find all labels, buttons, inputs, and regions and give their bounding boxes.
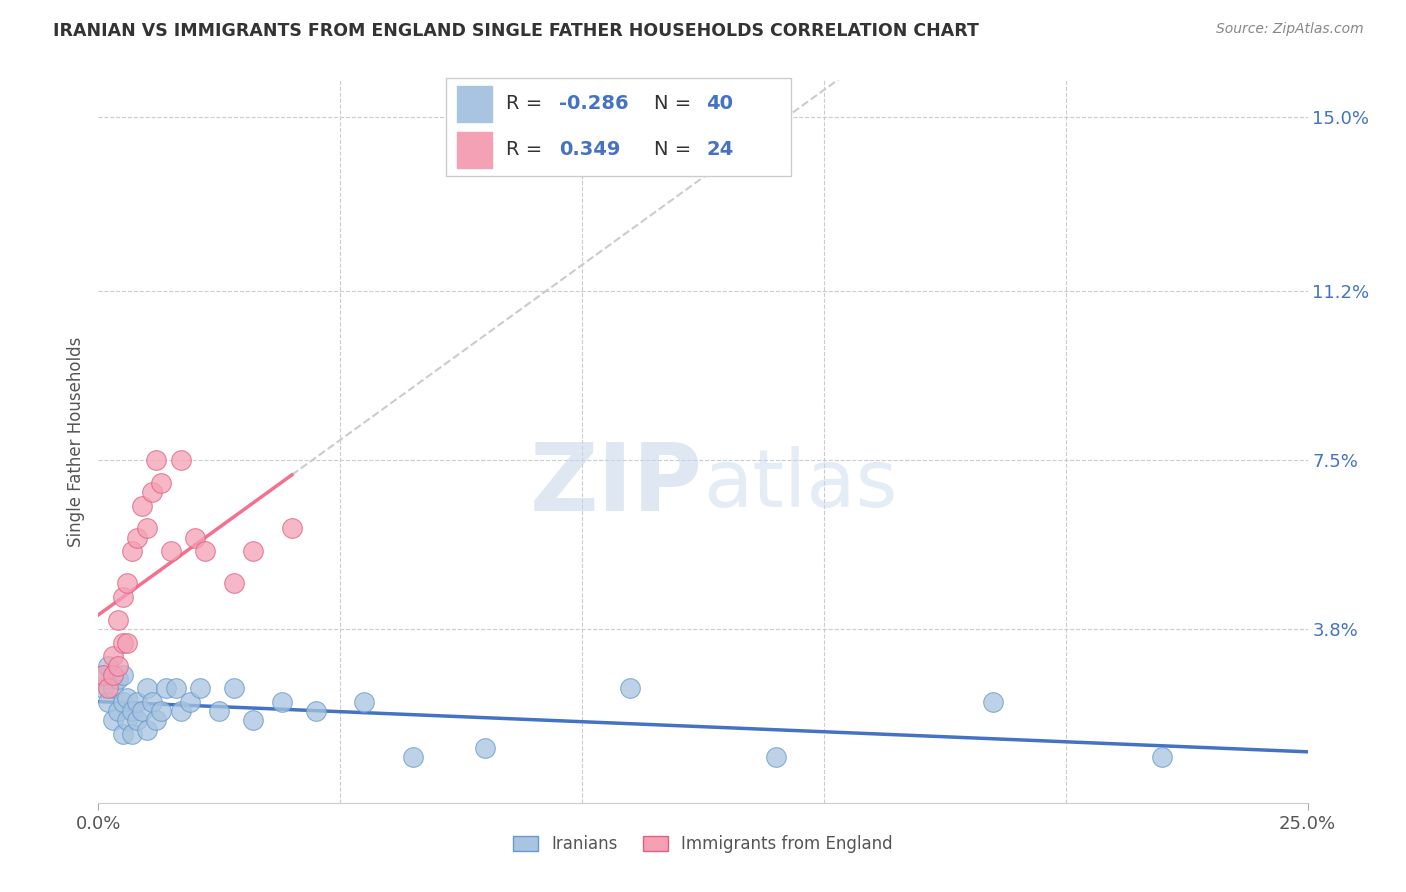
Point: [169, 453, 191, 467]
Point: [222, 681, 245, 696]
Point: [169, 704, 191, 718]
Text: Source: ZipAtlas.com: Source: ZipAtlas.com: [1216, 22, 1364, 37]
Point: [91, 681, 114, 696]
Point: [194, 544, 217, 558]
Point: [127, 531, 149, 545]
Point: [111, 695, 134, 709]
Legend: Iranians, Immigrants from England: Iranians, Immigrants from England: [506, 828, 900, 860]
Point: [127, 695, 149, 709]
Bar: [457, 87, 492, 122]
Point: [101, 667, 124, 681]
Point: [107, 613, 129, 627]
Point: [150, 475, 173, 490]
Point: [97, 695, 120, 709]
Point: [155, 681, 177, 696]
Point: [107, 704, 129, 718]
Point: [474, 740, 496, 755]
Point: [242, 714, 264, 728]
Point: [981, 695, 1004, 709]
Point: [117, 690, 139, 705]
Text: N =: N =: [654, 140, 690, 159]
Point: [242, 544, 264, 558]
Point: [135, 681, 157, 696]
Point: [101, 649, 124, 664]
Text: -0.286: -0.286: [560, 94, 628, 113]
Point: [135, 723, 157, 737]
Point: [619, 681, 641, 696]
Point: [222, 576, 245, 591]
Point: [121, 544, 143, 558]
Point: [117, 576, 139, 591]
Point: [179, 695, 201, 709]
Point: [765, 750, 787, 764]
Point: [145, 453, 167, 467]
Point: [271, 695, 294, 709]
Point: [91, 667, 114, 681]
Text: R =: R =: [506, 94, 543, 113]
Point: [117, 636, 139, 650]
Point: [111, 727, 134, 741]
Point: [1152, 750, 1174, 764]
Y-axis label: Single Father Households: Single Father Households: [66, 336, 84, 547]
Point: [91, 667, 114, 681]
Point: [107, 658, 129, 673]
Text: 0.349: 0.349: [560, 140, 620, 159]
Point: [111, 590, 134, 604]
Point: [121, 704, 143, 718]
FancyBboxPatch shape: [447, 78, 790, 177]
Point: [141, 484, 163, 499]
Point: [111, 636, 134, 650]
Text: 40: 40: [706, 94, 734, 113]
Text: N =: N =: [654, 94, 690, 113]
Point: [135, 521, 157, 535]
Point: [121, 727, 143, 741]
Point: [101, 714, 124, 728]
Point: [165, 681, 187, 696]
Point: [111, 667, 134, 681]
Point: [141, 695, 163, 709]
Point: [97, 658, 120, 673]
Point: [150, 704, 173, 718]
Point: [208, 704, 231, 718]
Point: [184, 531, 207, 545]
Point: [107, 673, 129, 687]
Point: [97, 681, 120, 696]
Point: [131, 499, 153, 513]
Point: [117, 714, 139, 728]
Text: 24: 24: [706, 140, 734, 159]
Point: [305, 704, 328, 718]
Point: [101, 681, 124, 696]
Point: [131, 704, 153, 718]
Point: [281, 521, 304, 535]
Point: [188, 681, 211, 696]
Text: R =: R =: [506, 140, 543, 159]
Text: ZIP: ZIP: [530, 439, 703, 531]
Bar: [457, 132, 492, 168]
Text: IRANIAN VS IMMIGRANTS FROM ENGLAND SINGLE FATHER HOUSEHOLDS CORRELATION CHART: IRANIAN VS IMMIGRANTS FROM ENGLAND SINGL…: [53, 22, 980, 40]
Point: [145, 714, 167, 728]
Point: [160, 544, 183, 558]
Point: [127, 714, 149, 728]
Text: atlas: atlas: [703, 446, 897, 524]
Point: [402, 750, 425, 764]
Point: [353, 695, 375, 709]
